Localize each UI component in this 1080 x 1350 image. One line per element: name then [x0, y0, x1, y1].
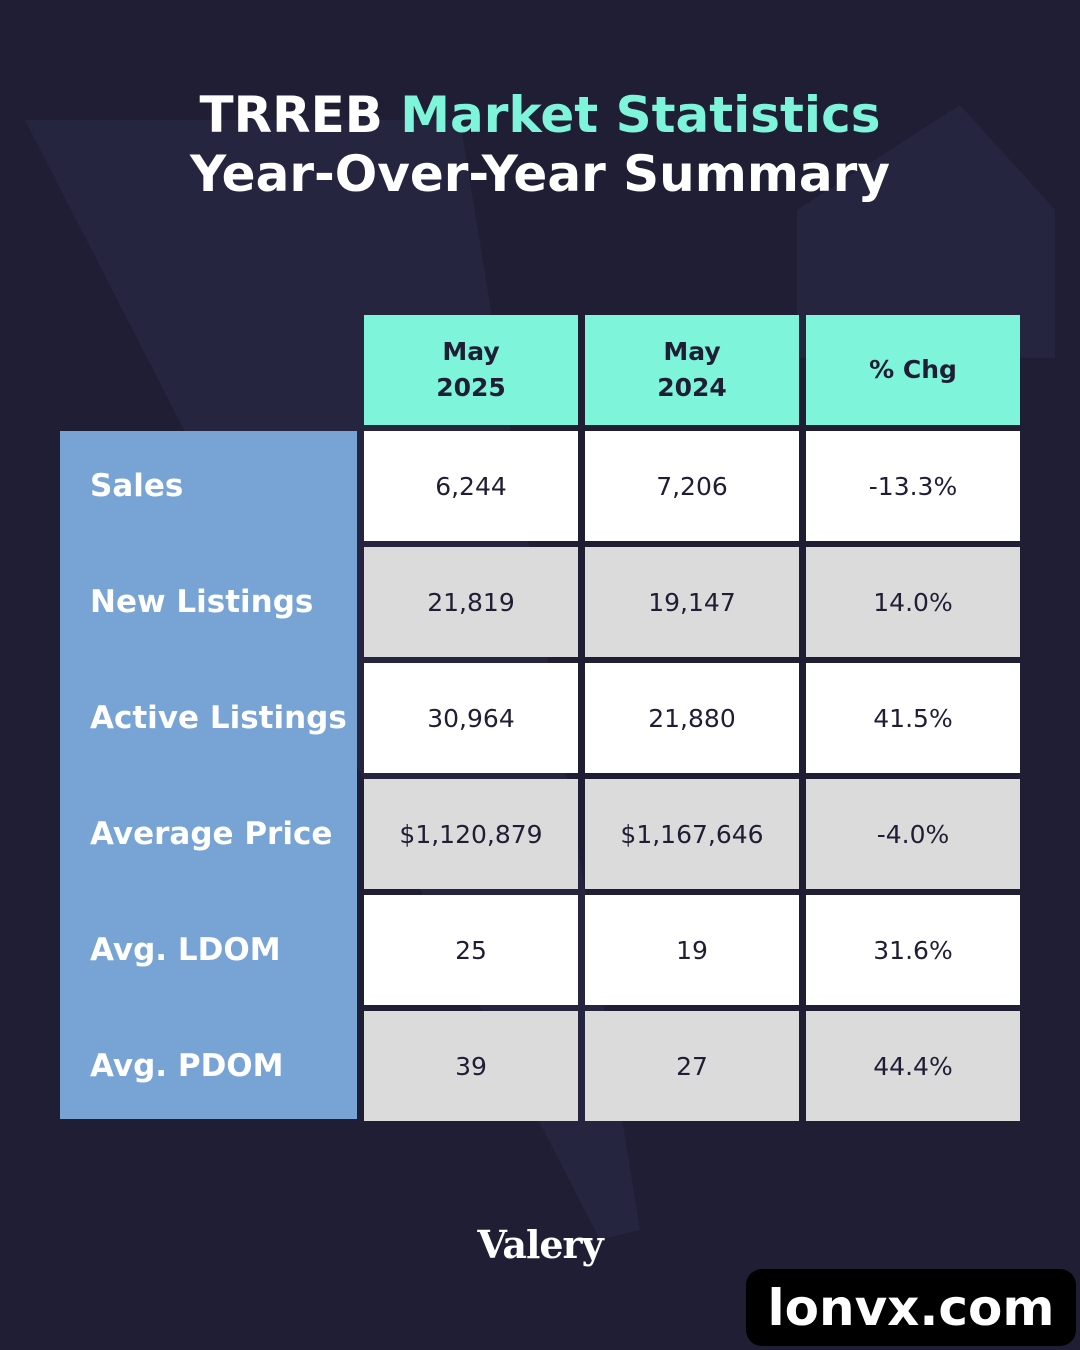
- table-cell: 25: [364, 895, 578, 1005]
- table-cell: 21,880: [585, 663, 799, 773]
- column-header-1: May 2024: [585, 315, 799, 425]
- brand-logo: Valery: [477, 1222, 603, 1267]
- table-cell: 6,244: [364, 431, 578, 541]
- row-label: Avg. PDOM: [90, 1048, 284, 1084]
- watermark-badge: lonvx.com: [746, 1269, 1076, 1346]
- table-cell: $1,120,879: [364, 779, 578, 889]
- row-label: New Listings: [90, 584, 314, 620]
- row-label: Avg. LDOM: [90, 932, 281, 968]
- table-cell: 19: [585, 895, 799, 1005]
- table-cell: 30,964: [364, 663, 578, 773]
- column-header-line1: May: [663, 337, 721, 366]
- row-label: Sales: [90, 468, 184, 504]
- table-cell: 44.4%: [806, 1011, 1020, 1121]
- table-cell: 7,206: [585, 431, 799, 541]
- title-prefix: TRREB: [199, 86, 383, 144]
- page-subtitle: Year-Over-Year Summary: [190, 145, 890, 203]
- column-header-0: May 2025: [364, 315, 578, 425]
- table-cell: -13.3%: [806, 431, 1020, 541]
- table-cell: 19,147: [585, 547, 799, 657]
- column-header-2: % Chg: [806, 315, 1020, 425]
- table-cell: 21,819: [364, 547, 578, 657]
- row-label-column: [60, 431, 357, 1119]
- page-title: TRREB Market Statistics: [0, 84, 1080, 146]
- table-cell: 31.6%: [806, 895, 1020, 1005]
- table-cell: 41.5%: [806, 663, 1020, 773]
- row-label: Active Listings: [90, 700, 347, 736]
- stats-table: May 2025 May 2024 % Chg Sales 6,244 7,206 -13.3%…: [60, 315, 1020, 1121]
- row-label: Average Price: [90, 816, 333, 852]
- title-accent: Market Statistics: [400, 86, 881, 144]
- table-cell: 27: [585, 1011, 799, 1121]
- table-cell: -4.0%: [806, 779, 1020, 889]
- column-header-line2: 2024: [657, 373, 727, 402]
- table-cell: $1,167,646: [585, 779, 799, 889]
- column-header-line1: May: [442, 337, 500, 366]
- column-header-line2: 2025: [436, 373, 506, 402]
- table-cell: 39: [364, 1011, 578, 1121]
- table-cell: 14.0%: [806, 547, 1020, 657]
- column-header-line1: % Chg: [869, 355, 957, 384]
